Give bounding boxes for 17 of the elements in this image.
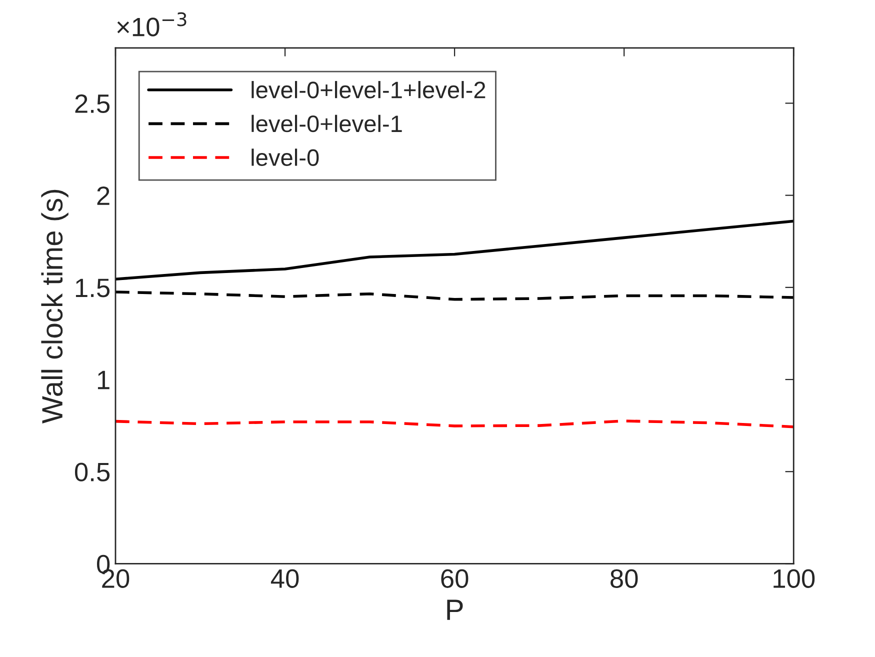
x-axis-title: P [447, 600, 463, 620]
x-tick-label: 40 [270, 569, 299, 588]
x-tick-label: 100 [774, 569, 815, 588]
legend-label: level-0+level-1 [252, 114, 402, 132]
y-tick-label: 1.5 [76, 278, 110, 298]
y-tick-label: 0.5 [74, 462, 110, 482]
x-tick-label: 80 [610, 569, 638, 588]
legend-label: level-0+level-1+level-2 [252, 81, 486, 98]
text: ×10$^{−3}$ [117, 12, 186, 36]
y-tick-label: 2.5 [75, 94, 110, 114]
y-tick-label: 2 [97, 186, 110, 205]
line-series [116, 220, 794, 281]
y-axis-title: Wall clock time (s) [41, 190, 68, 424]
line-series [116, 290, 794, 301]
legend-label: level-0 [252, 148, 319, 166]
y-tick-label: 1 [98, 370, 110, 390]
x-tick-label: 60 [441, 569, 468, 588]
